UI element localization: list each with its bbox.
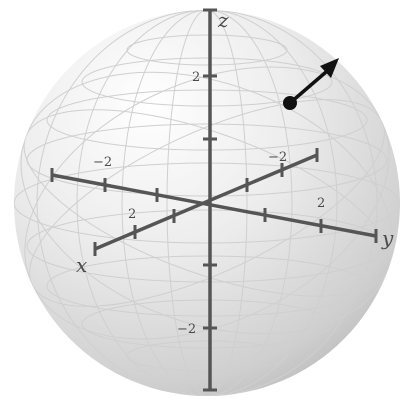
x-axis <box>94 153 318 251</box>
sphere-grid <box>14 10 400 396</box>
axis-ticks <box>50 8 378 392</box>
z-axis-label: z <box>217 8 229 32</box>
y-tick-label-positive: 2 <box>317 196 325 211</box>
x-tick-label-positive: 2 <box>128 207 136 222</box>
y-axis-label: y <box>381 226 394 250</box>
x-tick-label-negative: −2 <box>268 150 287 165</box>
y-tick-label-negative: −2 <box>93 155 112 170</box>
state-vector-arrow <box>288 58 339 105</box>
x-axis-label: x <box>76 253 87 277</box>
state-vector-origin-dot <box>283 96 297 110</box>
z-tick-label-negative: −2 <box>177 322 196 337</box>
z-tick-label-positive: 2 <box>192 70 200 85</box>
